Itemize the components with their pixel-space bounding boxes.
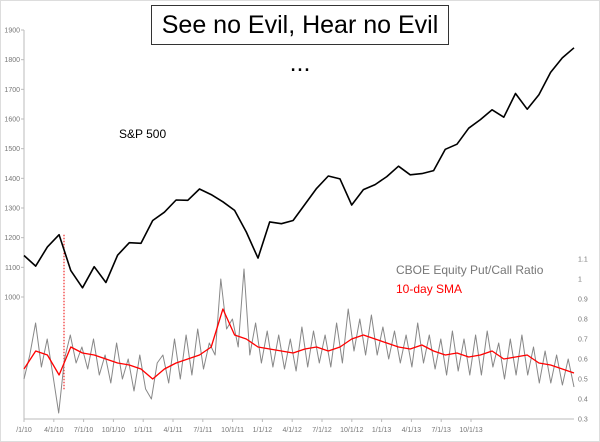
right-tick-label: 0.3	[578, 417, 588, 424]
sp500-label: S&P 500	[119, 127, 167, 141]
right-tick-label: 0.5	[578, 377, 588, 384]
series-line-sma	[23, 308, 575, 380]
right-tick-label: 0.4	[578, 397, 588, 404]
x-tick-label: 10/1/11	[221, 427, 244, 434]
x-tick-label: 4/1/12	[282, 427, 302, 434]
x-tick-label: 7/1/13	[431, 427, 451, 434]
right-tick-label: 0.6	[578, 357, 588, 364]
left-tick-label: 1700	[4, 87, 20, 94]
right-tick-label: 1.1	[578, 257, 588, 264]
x-tick-label: 7/1/12	[312, 427, 332, 434]
x-tick-label: 1/1/11	[134, 427, 153, 434]
right-tick-label: 0.8	[578, 317, 588, 324]
right-tick-label: 0.7	[578, 337, 588, 344]
right-tick-label: 0.9	[578, 297, 588, 304]
series-line-sp500	[23, 47, 575, 289]
x-tick-label: 4/1/13	[402, 427, 422, 434]
left-tick-label: 1200	[4, 235, 20, 242]
x-tick-label: 1/1/12	[253, 427, 273, 434]
series-line-putcall-ratio	[23, 268, 575, 414]
left-tick-label: 1600	[4, 117, 20, 124]
x-tick-label: 10/1/12	[340, 427, 363, 434]
left-tick-label: 1900	[4, 28, 20, 35]
sma-legend-label: 10-day SMA	[396, 282, 463, 296]
right-tick-label: 1	[578, 277, 582, 284]
left-tick-label: 1500	[4, 146, 20, 153]
left-tick-label: 1000	[4, 295, 20, 302]
x-tick-label: 10/1/10	[102, 427, 125, 434]
left-tick-label: 1400	[4, 176, 20, 183]
x-tick-label: 7/1/10	[74, 427, 94, 434]
x-tick-label: 1/1/13	[372, 427, 392, 434]
left-tick-label: 1100	[5, 265, 20, 272]
x-tick-label: 10/1/13	[459, 427, 482, 434]
x-tick-label: /1/10	[16, 427, 32, 434]
x-tick-label: 7/1/11	[193, 427, 212, 434]
chart-title: See no Evil, Hear no Evil ...	[151, 5, 449, 77]
left-tick-label: 1800	[4, 57, 20, 64]
putcall-legend-label: CBOE Equity Put/Call Ratio	[396, 263, 544, 277]
left-tick-label: 1300	[4, 206, 20, 213]
x-tick-label: 4/1/11	[164, 427, 183, 434]
x-tick-label: 4/1/10	[44, 427, 64, 434]
